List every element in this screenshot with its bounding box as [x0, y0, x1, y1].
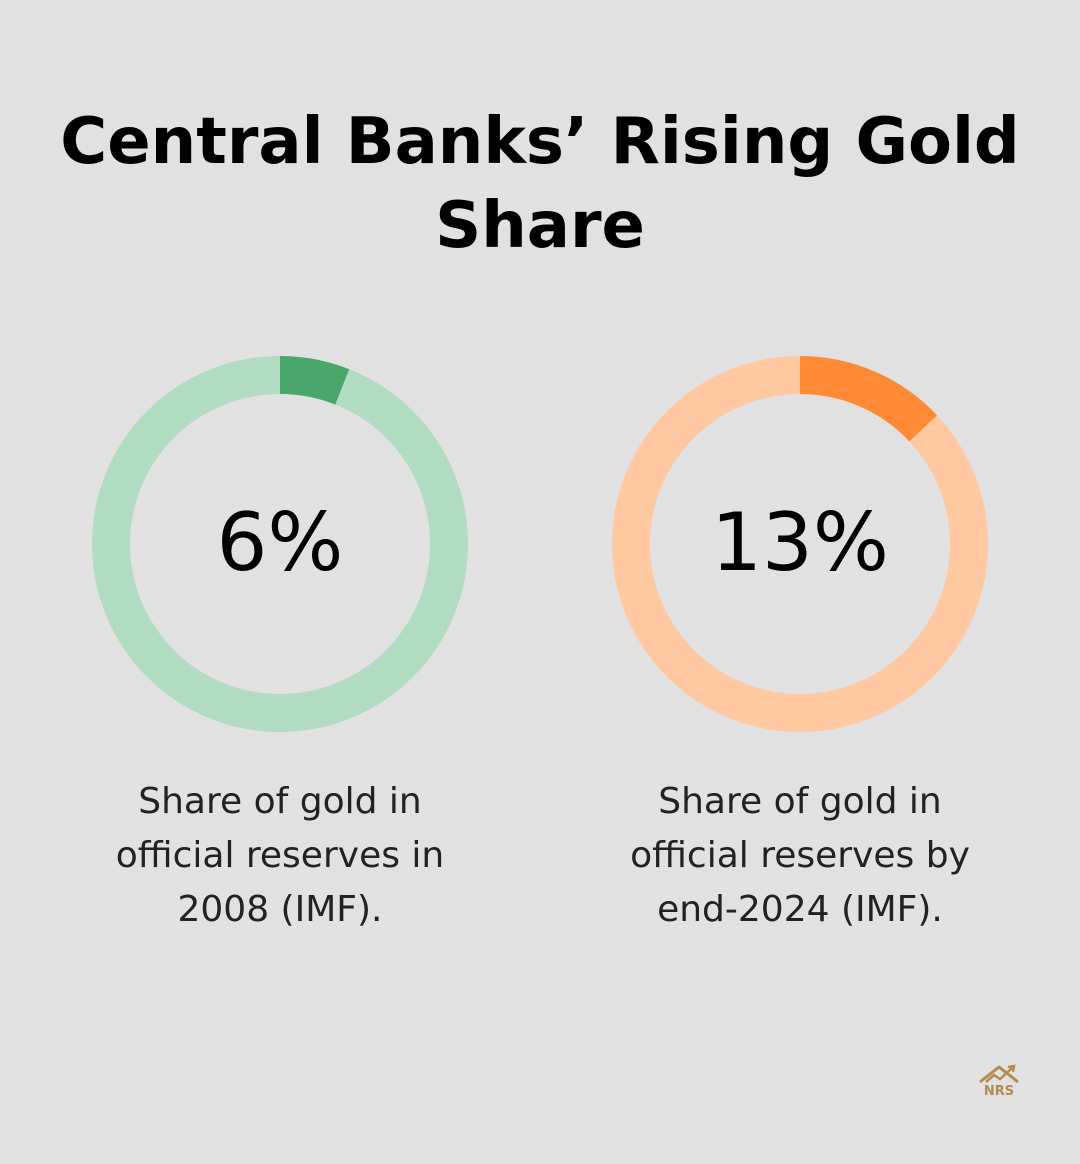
donut-card-2008: 6% Share of gold in official reserves in… [80, 355, 480, 937]
donut-value-2008: 6% [216, 496, 344, 589]
donut-chart-2024: 13% [600, 355, 1000, 735]
donut-value-2024: 13% [711, 496, 889, 589]
donut-caption-2008: Share of gold in official reserves in 20… [115, 781, 445, 930]
donut-segment-2008 [279, 356, 350, 405]
page-title: Central Banks’ Rising Gold Share [60, 105, 1020, 263]
donut-svg-2008 [92, 356, 468, 732]
house-chart-icon [979, 1064, 1019, 1084]
logo-text: NRS [983, 1084, 1015, 1099]
donut-caption-2024: Share of gold in official reserves by en… [630, 781, 970, 930]
donut-chart-2008: 6% [80, 355, 480, 735]
donut-segment-2024 [799, 356, 938, 442]
donut-card-2024: 13% Share of gold in official reserves b… [600, 355, 1000, 937]
nrs-logo: NRS [976, 1062, 1022, 1102]
donut-svg-2024 [612, 356, 988, 732]
